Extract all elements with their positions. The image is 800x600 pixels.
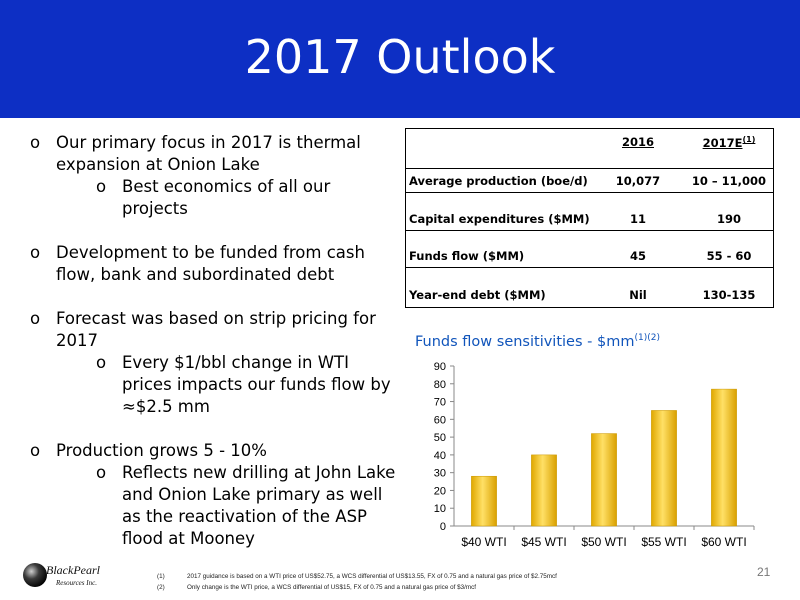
sub-bullet-text: Best economics of all our projects [122,177,331,218]
row-value-2017e: 10 – 11,000 [691,174,767,188]
bullet-item: o Production grows 5 - 10% o Reflects ne… [30,440,400,550]
footnote-number: (2) [157,584,165,591]
bullet-marker: o [96,353,107,372]
bullet-text: Production grows 5 - 10% [56,441,267,460]
bullet-marker: o [30,309,41,328]
slide-title: 2017 Outlook [244,30,556,84]
header-2017e-label: 2017E [702,135,743,150]
footnote: (2) Only change is the WTI price, a WCS d… [157,582,557,593]
bullet-item: o Our primary focus in 2017 is thermal e… [30,132,400,220]
row-value-2017e: 130-135 [702,288,756,302]
x-tick-label: $40 WTI [461,535,506,549]
logo-line2: Resources Inc. [55,579,97,587]
row-value-2017e: 190 [716,212,741,226]
bullet-text: Development to be funded from cash flow,… [56,243,365,284]
y-tick-label: 0 [440,521,446,533]
logo-line1: BlackPearl [46,563,101,577]
footnote-number: (1) [157,573,165,580]
bullet-marker: o [96,177,107,196]
row-value-2016: Nil [629,288,647,302]
chart-title: Funds flow sensitivities - $mm(1)(2) [415,333,660,350]
x-tick-label: $45 WTI [521,535,566,549]
row-value-2017e: 55 - 60 [706,249,752,263]
table-row: Year-end debt ($MM) Nil 130-135 [406,268,773,306]
header-2016: 2016 [621,135,654,149]
y-tick-label: 60 [434,414,446,426]
sub-bullet-text: Every $1/bbl change in WTI prices impact… [122,353,391,416]
bar [471,475,497,527]
header-2017e-note: (1) [742,135,756,144]
y-tick-label: 10 [434,503,446,515]
sub-bullet-text: Reflects new drilling at John Lake and O… [122,463,396,548]
footnotes: (1) 2017 guidance is based on a WTI price… [157,571,557,593]
page-number: 21 [757,565,771,579]
row-value-2016: 45 [629,249,646,263]
bar [711,388,737,527]
bullet-list: o Our primary focus in 2017 is thermal e… [30,132,400,572]
row-label: Year-end debt ($MM) [409,288,546,302]
table-header-row: 2016 2017E(1) [406,129,773,169]
bullet-marker: o [30,243,41,262]
table-row: Capital expenditures ($MM) 11 190 [406,193,773,231]
bar [531,454,557,527]
bullet-text: Our primary focus in 2017 is thermal exp… [56,133,361,174]
bullet-text: Forecast was based on strip pricing for … [56,309,376,350]
bar [651,410,677,527]
y-tick-label: 70 [434,397,446,409]
row-label: Average production (boe/d) [409,174,588,188]
header-2017e: 2017E(1) [688,135,770,150]
blackpearl-logo: BlackPearl Resources Inc. [23,563,101,587]
row-value-2016: 11 [629,212,646,226]
sub-bullet-item: o Reflects new drilling at John Lake and… [96,462,400,550]
row-value-2016: 10,077 [615,174,661,188]
bullet-item: o Development to be funded from cash flo… [30,242,400,286]
y-tick-label: 90 [434,361,446,373]
sub-bullet-item: o Every $1/bbl change in WTI prices impa… [96,352,400,418]
table-row: Funds flow ($MM) 45 55 - 60 [406,231,773,268]
x-tick-label: $50 WTI [581,535,626,549]
y-tick-label: 80 [434,379,446,391]
row-label: Funds flow ($MM) [409,249,525,263]
chart-title-note: (1)(2) [634,333,660,343]
y-tick-label: 30 [434,468,446,480]
footnote: (1) 2017 guidance is based on a WTI price… [157,571,557,582]
x-tick-label: $55 WTI [641,535,686,549]
table-row: Average production (boe/d) 10,077 10 – 1… [406,156,773,193]
bar [591,433,617,527]
y-tick-label: 50 [434,432,446,444]
funds-flow-bar-chart: 0 10 20 30 40 50 60 70 80 90 $40 WTI $45 WTI $50 WTI… [434,361,755,549]
bullet-marker: o [96,463,107,482]
title-bar: 2017 Outlook [0,0,800,118]
footnote-text: 2017 guidance is based on a WTI price of… [187,573,557,580]
bullet-item: o Forecast was based on strip pricing fo… [30,308,400,418]
pearl-icon [23,563,47,587]
guidance-table: 2016 2017E(1) Average production (boe/d)… [405,128,774,308]
bullet-marker: o [30,441,41,460]
row-label: Capital expenditures ($MM) [409,212,590,226]
chart-title-text: Funds flow sensitivities - $mm [415,333,635,350]
y-tick-label: 20 [434,485,446,497]
footnote-text: Only change is the WTI price, a WCS diff… [187,584,476,591]
y-tick-label: 40 [434,450,446,462]
bullet-marker: o [30,133,41,152]
x-tick-label: $60 WTI [701,535,746,549]
sub-bullet-item: o Best economics of all our projects [96,176,400,220]
